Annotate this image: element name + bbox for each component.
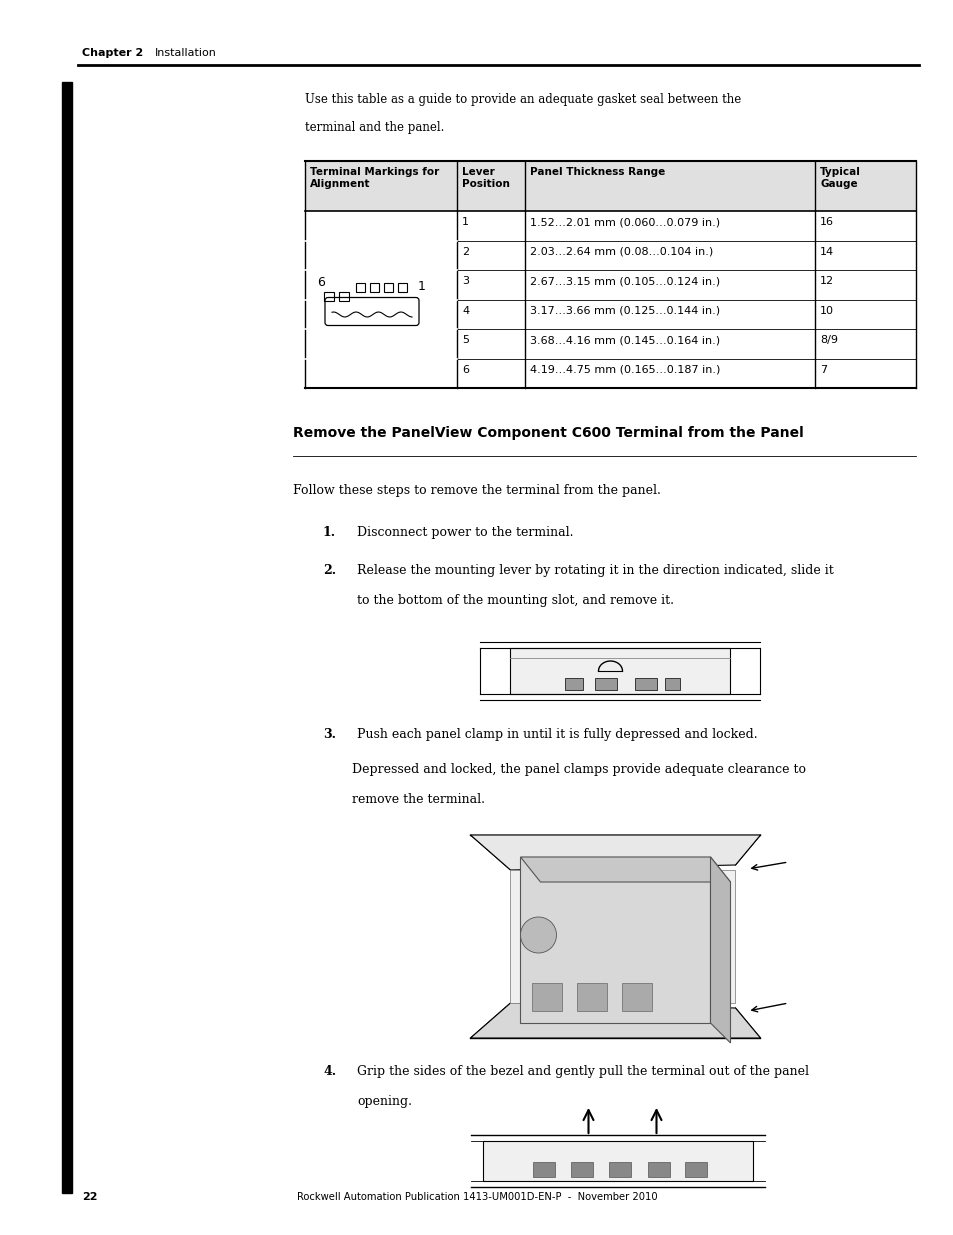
Bar: [510, 869, 735, 1003]
Bar: [338, 293, 349, 301]
Bar: [565, 678, 583, 690]
Bar: [665, 678, 679, 690]
Text: remove the terminal.: remove the terminal.: [352, 793, 484, 806]
Text: terminal and the panel.: terminal and the panel.: [305, 121, 444, 135]
Text: Disconnect power to the terminal.: Disconnect power to the terminal.: [356, 526, 573, 538]
Bar: [685, 1162, 707, 1177]
Bar: [383, 283, 392, 291]
Text: 1.: 1.: [323, 526, 335, 538]
Bar: [520, 857, 710, 1023]
Bar: [647, 1162, 669, 1177]
Text: Use this table as a guide to provide an adequate gasket seal between the: Use this table as a guide to provide an …: [305, 93, 740, 106]
Bar: [609, 1162, 631, 1177]
Text: Release the mounting lever by rotating it in the direction indicated, slide it: Release the mounting lever by rotating i…: [356, 564, 833, 577]
Bar: [571, 1162, 593, 1177]
Bar: [532, 983, 562, 1011]
Text: 10: 10: [820, 306, 833, 316]
Bar: [533, 1162, 555, 1177]
Text: Depressed and locked, the panel clamps provide adequate clearance to: Depressed and locked, the panel clamps p…: [352, 763, 805, 776]
Text: 3.68…4.16 mm (0.145…0.164 in.): 3.68…4.16 mm (0.145…0.164 in.): [530, 336, 720, 346]
Circle shape: [520, 918, 556, 953]
Text: Grip the sides of the bezel and gently pull the terminal out of the panel: Grip the sides of the bezel and gently p…: [356, 1065, 808, 1078]
Polygon shape: [470, 1003, 760, 1037]
Bar: [622, 983, 652, 1011]
Text: 4: 4: [461, 306, 469, 316]
Polygon shape: [710, 857, 730, 1044]
Text: 2.03…2.64 mm (0.08…0.104 in.): 2.03…2.64 mm (0.08…0.104 in.): [530, 247, 713, 257]
Text: Lever
Position: Lever Position: [461, 167, 509, 189]
Bar: [397, 283, 406, 291]
Text: Push each panel clamp in until it is fully depressed and locked.: Push each panel clamp in until it is ful…: [356, 727, 757, 741]
Text: Panel Thickness Range: Panel Thickness Range: [530, 167, 664, 177]
Bar: [324, 293, 334, 301]
Bar: [305, 161, 915, 211]
Text: 2.67…3.15 mm (0.105…0.124 in.): 2.67…3.15 mm (0.105…0.124 in.): [530, 277, 720, 287]
Text: Remove the PanelView Component C600 Terminal from the Panel: Remove the PanelView Component C600 Term…: [293, 426, 803, 440]
Text: 1: 1: [417, 280, 425, 294]
Text: 4.: 4.: [323, 1065, 335, 1078]
Text: Follow these steps to remove the terminal from the panel.: Follow these steps to remove the termina…: [293, 484, 660, 496]
Text: 1: 1: [461, 217, 469, 227]
Text: 6: 6: [316, 275, 325, 289]
Text: opening.: opening.: [356, 1095, 412, 1108]
Bar: [510, 648, 730, 694]
Text: 4.19…4.75 mm (0.165…0.187 in.): 4.19…4.75 mm (0.165…0.187 in.): [530, 366, 720, 375]
Bar: [595, 678, 617, 690]
Polygon shape: [520, 857, 730, 882]
Text: 5: 5: [461, 336, 469, 346]
Bar: [483, 1141, 753, 1181]
Bar: [355, 283, 364, 291]
Text: 3.: 3.: [323, 727, 335, 741]
Bar: [62, 82, 71, 1193]
Bar: [635, 678, 657, 690]
Text: 22: 22: [82, 1192, 97, 1202]
Text: 6: 6: [461, 366, 469, 375]
Text: 8/9: 8/9: [820, 336, 837, 346]
Text: 12: 12: [820, 277, 833, 287]
Bar: [369, 283, 378, 291]
Text: 3.17…3.66 mm (0.125…0.144 in.): 3.17…3.66 mm (0.125…0.144 in.): [530, 306, 720, 316]
Text: Chapter 2: Chapter 2: [82, 48, 143, 58]
Text: 14: 14: [820, 247, 833, 257]
Text: Terminal Markings for
Alignment: Terminal Markings for Alignment: [310, 167, 438, 189]
Text: 3: 3: [461, 277, 469, 287]
Text: 7: 7: [820, 366, 826, 375]
Text: 2.: 2.: [323, 564, 335, 577]
Bar: [577, 983, 607, 1011]
Text: 16: 16: [820, 217, 833, 227]
Text: Installation: Installation: [154, 48, 216, 58]
Polygon shape: [470, 835, 760, 869]
Text: to the bottom of the mounting slot, and remove it.: to the bottom of the mounting slot, and …: [356, 594, 673, 606]
Text: 1.52…2.01 mm (0.060…0.079 in.): 1.52…2.01 mm (0.060…0.079 in.): [530, 217, 720, 227]
Text: Rockwell Automation Publication 1413-UM001D-EN-P  -  November 2010: Rockwell Automation Publication 1413-UM0…: [296, 1192, 657, 1202]
Text: 2: 2: [461, 247, 469, 257]
Text: Typical
Gauge: Typical Gauge: [820, 167, 860, 189]
